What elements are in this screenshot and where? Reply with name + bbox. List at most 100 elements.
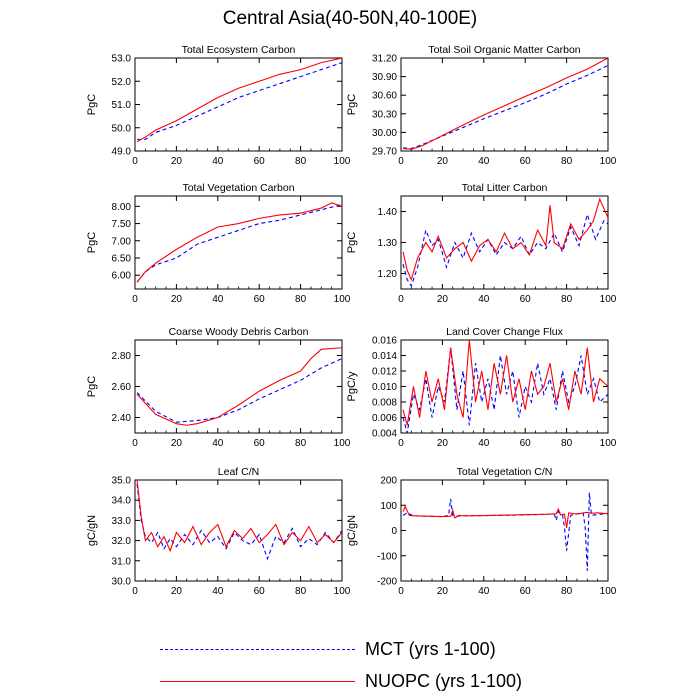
legend: MCT (yrs 1-100) NUOPC (yrs 1-100) — [160, 636, 560, 696]
panel-title: Leaf C/N — [218, 466, 259, 478]
plot-frame — [400, 339, 609, 434]
legend-item-mct: MCT (yrs 1-100) — [160, 636, 560, 662]
series-line-mct — [137, 62, 342, 140]
y-tick-label: 200 — [380, 476, 397, 487]
y-tick-label: 30.90 — [372, 72, 397, 83]
x-tick-label: 0 — [398, 294, 404, 305]
y-tick-label: 1.20 — [378, 269, 398, 280]
x-tick-label: 0 — [132, 156, 138, 167]
x-tick-label: 100 — [600, 294, 617, 305]
x-tick-label: 40 — [478, 156, 490, 167]
y-tick-label: 0.012 — [372, 367, 397, 378]
x-tick-label: 40 — [212, 156, 224, 167]
x-tick-label: 100 — [600, 156, 617, 167]
y-tick-label: 30.60 — [372, 91, 397, 102]
x-tick-label: 80 — [561, 586, 573, 597]
y-tick-label: 0.004 — [372, 429, 397, 440]
y-tick-label: 49.0 — [112, 147, 132, 158]
x-tick-label: 80 — [561, 156, 573, 167]
y-tick-label: 50.0 — [112, 123, 132, 134]
series-line-nuopc — [136, 202, 342, 283]
y-tick-label: 52.0 — [112, 77, 132, 88]
y-tick-label: 33.0 — [112, 516, 132, 527]
panel-title: Total Vegetation Carbon — [182, 182, 294, 194]
x-tick-label: 40 — [212, 586, 224, 597]
y-tick-label: 6.00 — [112, 271, 132, 282]
x-tick-label: 0 — [398, 438, 404, 449]
legend-swatch-nuopc — [160, 681, 355, 682]
y-tick-label: 2.40 — [112, 413, 132, 424]
x-tick-label: 20 — [171, 438, 183, 449]
x-tick-label: 80 — [295, 438, 307, 449]
series-line-nuopc — [403, 58, 608, 150]
x-tick-label: 20 — [437, 156, 449, 167]
series-line-mct — [136, 204, 342, 283]
y-tick-label: 34.0 — [112, 496, 132, 507]
y-tick-label: 30.0 — [112, 577, 132, 588]
x-tick-label: 20 — [437, 294, 449, 305]
series-line-nuopc — [136, 347, 342, 426]
y-axis-label: PgC — [86, 94, 98, 115]
series-line-nuopc — [136, 480, 342, 553]
x-tick-label: 60 — [520, 156, 532, 167]
plot-frame — [134, 195, 343, 290]
legend-item-nuopc: NUOPC (yrs 1-100) — [160, 668, 560, 694]
x-tick-label: 60 — [520, 294, 532, 305]
x-tick-label: 40 — [478, 294, 490, 305]
y-tick-label: 32.0 — [112, 536, 132, 547]
x-tick-label: 20 — [437, 438, 449, 449]
x-tick-label: 100 — [600, 438, 617, 449]
y-tick-label: 0 — [391, 526, 397, 537]
x-tick-label: 0 — [132, 586, 138, 597]
y-tick-label: 30.00 — [372, 128, 397, 139]
y-tick-label: 1.40 — [378, 207, 398, 218]
y-tick-label: 30.30 — [372, 109, 397, 120]
x-tick-label: 20 — [437, 586, 449, 597]
y-tick-label: 7.00 — [112, 236, 132, 247]
series-line-nuopc — [402, 505, 608, 529]
y-tick-label: 7.50 — [112, 219, 132, 230]
y-tick-label: 31.0 — [112, 556, 132, 567]
y-axis-label: PgC — [86, 232, 98, 253]
y-tick-label: 0.014 — [372, 351, 397, 362]
plot-frame — [400, 57, 609, 152]
chart-panel-3: Total Vegetation Carbon PgC 0 20 40 60 80 100 6.… — [86, 182, 351, 305]
legend-label-nuopc: NUOPC (yrs 1-100) — [365, 671, 523, 691]
x-tick-label: 80 — [295, 586, 307, 597]
y-tick-label: -200 — [377, 577, 397, 588]
y-tick-label: 31.20 — [372, 54, 397, 65]
x-tick-label: 60 — [254, 586, 266, 597]
y-tick-label: 8.00 — [112, 202, 132, 213]
y-axis-label: PgC/y — [346, 371, 358, 401]
x-tick-label: 80 — [561, 294, 573, 305]
x-tick-label: 60 — [520, 438, 532, 449]
series-line-nuopc — [402, 340, 608, 426]
y-tick-label: 6.50 — [112, 254, 132, 265]
x-tick-label: 100 — [334, 294, 351, 305]
panel-title: Coarse Woody Debris Carbon — [169, 326, 309, 338]
y-tick-label: 100 — [380, 501, 397, 512]
x-tick-label: 20 — [171, 586, 183, 597]
chart-panel-5: Coarse Woody Debris Carbon PgC 0 20 40 60 80 10… — [86, 326, 351, 449]
x-tick-label: 40 — [212, 294, 224, 305]
legend-label-mct: MCT (yrs 1-100) — [365, 639, 496, 659]
x-tick-label: 20 — [171, 294, 183, 305]
y-tick-label: 51.0 — [112, 100, 132, 111]
y-tick-label: 53.0 — [112, 54, 132, 65]
chart-panel-4: Total Litter Carbon PgC 0 20 40 60 80 100 1.20 1.… — [346, 182, 617, 305]
plot-frame — [134, 57, 343, 152]
y-tick-label: 1.30 — [378, 238, 398, 249]
chart-panel-6: Land Cover Change Flux PgC/y 0 20 40 60 80 100 0… — [346, 326, 617, 449]
x-tick-label: 0 — [398, 586, 404, 597]
legend-swatch-mct — [160, 649, 355, 650]
x-tick-label: 100 — [600, 586, 617, 597]
y-tick-label: 2.80 — [112, 351, 132, 362]
plot-frame — [400, 479, 609, 582]
chart-panel-2: Total Soil Organic Matter Carbon PgC 0 20 40… — [346, 44, 617, 167]
panel-title: Total Ecosystem Carbon — [182, 44, 296, 56]
x-tick-label: 60 — [520, 586, 532, 597]
series-line-mct — [402, 492, 608, 571]
x-tick-label: 100 — [334, 156, 351, 167]
x-tick-label: 0 — [132, 294, 138, 305]
x-tick-label: 0 — [398, 156, 404, 167]
